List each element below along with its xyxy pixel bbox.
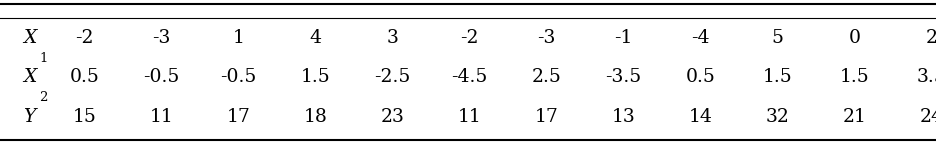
Text: 11: 11 [458,108,481,126]
Text: 1: 1 [232,29,244,47]
Text: -4: -4 [691,29,709,47]
Text: 0: 0 [848,29,860,47]
Text: Y: Y [23,108,36,126]
Text: 17: 17 [227,108,250,126]
Text: 4: 4 [309,29,321,47]
Text: 2: 2 [39,91,48,104]
Text: 18: 18 [303,108,328,126]
Text: 23: 23 [380,108,404,126]
Text: 2: 2 [926,29,936,47]
Text: -1: -1 [614,29,633,47]
Text: 24: 24 [919,108,936,126]
Text: 1.5: 1.5 [840,68,870,86]
Text: -2.5: -2.5 [374,68,411,86]
Text: -0.5: -0.5 [220,68,256,86]
Text: -3: -3 [152,29,170,47]
Text: -3.5: -3.5 [606,68,641,86]
Text: X: X [23,68,37,86]
Text: 5: 5 [771,29,783,47]
Text: 32: 32 [766,108,789,126]
Text: 1.5: 1.5 [300,68,330,86]
Text: 3.5: 3.5 [916,68,936,86]
Text: 1.5: 1.5 [763,68,792,86]
Text: 3: 3 [387,29,398,47]
Text: -3: -3 [537,29,555,47]
Text: 21: 21 [842,108,866,126]
Text: -2: -2 [75,29,94,47]
Text: X: X [23,29,37,47]
Text: 1: 1 [39,52,48,65]
Text: 0.5: 0.5 [69,68,99,86]
Text: 11: 11 [150,108,173,126]
Text: 14: 14 [688,108,712,126]
Text: -4.5: -4.5 [451,68,488,86]
Text: 2.5: 2.5 [532,68,562,86]
Text: 0.5: 0.5 [685,68,715,86]
Text: 17: 17 [534,108,558,126]
Text: 13: 13 [611,108,636,126]
Text: -0.5: -0.5 [143,68,180,86]
Text: -2: -2 [460,29,478,47]
Text: 15: 15 [72,108,96,126]
